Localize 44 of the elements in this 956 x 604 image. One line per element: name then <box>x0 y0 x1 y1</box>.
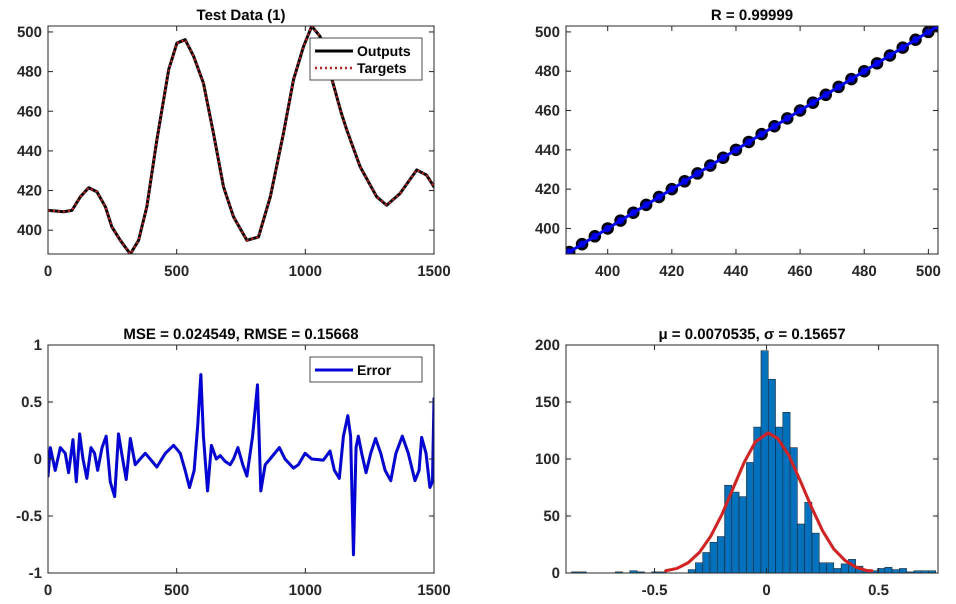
y-tick-label: 1 <box>34 337 42 354</box>
y-tick-label: 480 <box>534 63 560 80</box>
chart-title: μ = 0.0070535, σ = 0.15657 <box>658 326 846 343</box>
x-tick-label: 1000 <box>288 582 322 599</box>
y-tick-label: 0 <box>34 451 42 468</box>
y-tick-label: 400 <box>534 220 560 238</box>
x-tick-label: 500 <box>164 263 190 280</box>
legend-label: Outputs <box>357 43 411 59</box>
x-tick-label: 1500 <box>417 582 451 599</box>
y-tick-label: 200 <box>534 337 560 354</box>
chart-title: Test Data (1) <box>196 7 286 24</box>
y-tick-label: 460 <box>16 103 42 120</box>
x-tick-label: 500 <box>164 582 190 599</box>
x-tick-label: 1000 <box>288 263 322 280</box>
x-tick-label: 480 <box>852 263 877 280</box>
y-tick-label: 500 <box>534 24 560 41</box>
x-tick-label: -0.5 <box>642 582 668 599</box>
legend-label: Targets <box>357 60 407 76</box>
y-tick-label: 440 <box>534 142 560 159</box>
chart-title: MSE = 0.024549, RMSE = 0.15668 <box>123 326 359 343</box>
y-tick-label: 420 <box>534 181 560 198</box>
y-tick-label: 0 <box>552 565 560 582</box>
x-tick-label: 400 <box>595 263 620 280</box>
y-tick-label: 420 <box>16 182 42 200</box>
y-tick-label: 480 <box>16 64 42 81</box>
y-tick-label: 460 <box>534 102 560 120</box>
x-tick-label: 420 <box>659 263 684 280</box>
x-tick-label: 500 <box>916 263 941 280</box>
y-tick-label: 500 <box>16 24 42 41</box>
chart-title: R = 0.99999 <box>710 7 794 24</box>
y-tick-label: 0.5 <box>21 394 42 411</box>
y-tick-label: 400 <box>16 222 42 240</box>
y-tick-label: 150 <box>534 394 560 411</box>
x-tick-label: 0.5 <box>868 582 890 599</box>
y-tick-label: 440 <box>16 142 42 160</box>
x-tick-label: 440 <box>723 263 748 280</box>
x-tick-label: 0 <box>762 582 771 599</box>
y-tick-label: -1 <box>28 565 42 582</box>
y-tick-label: -0.5 <box>16 508 42 525</box>
legend-label: Error <box>357 362 392 378</box>
y-tick-label: 50 <box>543 508 560 525</box>
y-tick-label: 100 <box>534 451 560 468</box>
x-tick-label: 1500 <box>417 263 451 280</box>
x-tick-label: 460 <box>788 263 813 280</box>
